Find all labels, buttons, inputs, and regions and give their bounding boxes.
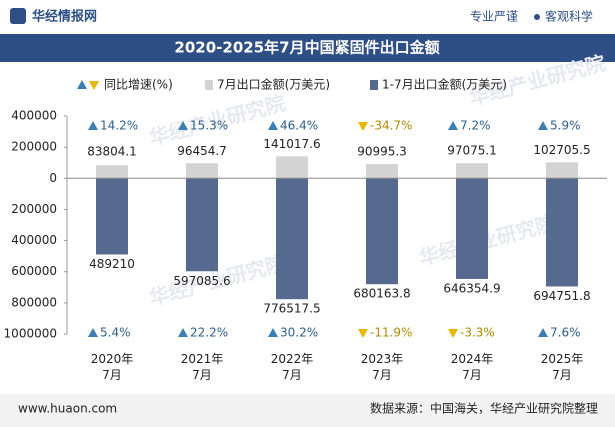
value-label: 597085.6 — [173, 274, 230, 288]
bar — [456, 163, 488, 179]
bar — [456, 178, 488, 279]
growth-arrow — [358, 329, 368, 338]
growth-arrow — [448, 121, 458, 130]
value-label: 646354.9 — [443, 281, 500, 295]
growth-label: 22.2% — [190, 326, 228, 340]
growth-label: 7.6% — [550, 326, 581, 340]
growth-arrow — [88, 328, 98, 337]
growth-arrow — [358, 122, 368, 131]
bar — [186, 163, 218, 179]
y-tick-label: 1000000 — [4, 327, 57, 341]
growth-label: 30.2% — [280, 326, 318, 340]
title-bar — [0, 34, 615, 62]
y-tick-label: 200000 — [11, 202, 57, 216]
growth-arrow — [88, 121, 98, 130]
y-tick-label: 400000 — [11, 233, 57, 247]
value-label: 97075.1 — [447, 144, 497, 158]
value-label: 96454.7 — [177, 144, 227, 158]
bar — [276, 178, 308, 300]
slogan: 专业严谨 — [470, 9, 518, 24]
value-label: 680163.8 — [353, 287, 410, 301]
slogan: 客观科学 — [545, 9, 593, 24]
x-tick-label: 2025年 7月 — [541, 352, 584, 382]
value-label: 694751.8 — [533, 289, 590, 303]
bar — [276, 156, 308, 179]
growth-label: -3.3% — [460, 326, 495, 340]
growth-arrow — [538, 328, 548, 337]
value-label: 776517.5 — [263, 302, 320, 316]
value-label: 90995.3 — [357, 145, 407, 159]
growth-arrow — [538, 121, 548, 130]
value-label: 83804.1 — [87, 145, 137, 159]
x-tick-label: 2021年 7月 — [181, 352, 224, 382]
legend-swatch — [370, 80, 378, 90]
growth-label: 46.4% — [280, 119, 318, 133]
growth-label: -11.9% — [370, 326, 412, 340]
x-tick-label: 2023年 7月 — [361, 352, 404, 382]
y-tick-label: 800000 — [11, 295, 57, 309]
bar — [366, 178, 398, 285]
chart-title: 2020-2025年7月中国紧固件出口金额 — [174, 39, 439, 57]
legend-icon — [89, 81, 99, 90]
source: 数据来源：中国海关，华经产业研究院整理 — [370, 401, 598, 416]
bar — [366, 164, 398, 179]
bar — [186, 178, 218, 272]
bar — [96, 178, 128, 255]
value-label: 102705.5 — [533, 143, 590, 157]
y-tick-label: 0 — [49, 171, 57, 185]
growth-label: -34.7% — [370, 119, 412, 133]
value-label: 489210 — [89, 257, 135, 271]
value-label: 141017.6 — [263, 137, 320, 151]
growth-arrow — [268, 121, 278, 130]
x-tick-label: 2020年 7月 — [91, 352, 134, 382]
legend-label: 同比增速(%) — [104, 78, 173, 92]
growth-label: 5.4% — [100, 326, 131, 340]
growth-label: 15.3% — [190, 119, 228, 133]
logo-icon — [10, 8, 26, 24]
growth-arrow — [448, 329, 458, 338]
growth-label: 5.9% — [550, 119, 581, 133]
legend-label: 1-7月出口金额(万美元) — [382, 77, 507, 92]
bar — [546, 178, 578, 287]
growth-label: 7.2% — [460, 119, 491, 133]
y-tick-label: 600000 — [11, 264, 57, 278]
legend-icon — [77, 80, 87, 89]
footer-bar — [0, 394, 615, 427]
legend-swatch — [205, 80, 213, 90]
growth-arrow — [268, 328, 278, 337]
website: www.huaon.com — [18, 402, 117, 416]
legend-label: 7月出口金额(万美元) — [217, 77, 330, 92]
x-tick-label: 2024年 7月 — [451, 352, 494, 382]
logo: 华经情报网 — [32, 9, 97, 25]
growth-arrow — [178, 328, 188, 337]
y-tick-label: 400000 — [11, 109, 57, 123]
growth-arrow — [178, 121, 188, 130]
dot — [534, 14, 540, 20]
growth-label: 14.2% — [100, 119, 138, 133]
x-tick-label: 2022年 7月 — [271, 352, 314, 382]
bar — [96, 165, 128, 179]
y-tick-label: 200000 — [11, 140, 57, 154]
bar — [546, 162, 578, 179]
